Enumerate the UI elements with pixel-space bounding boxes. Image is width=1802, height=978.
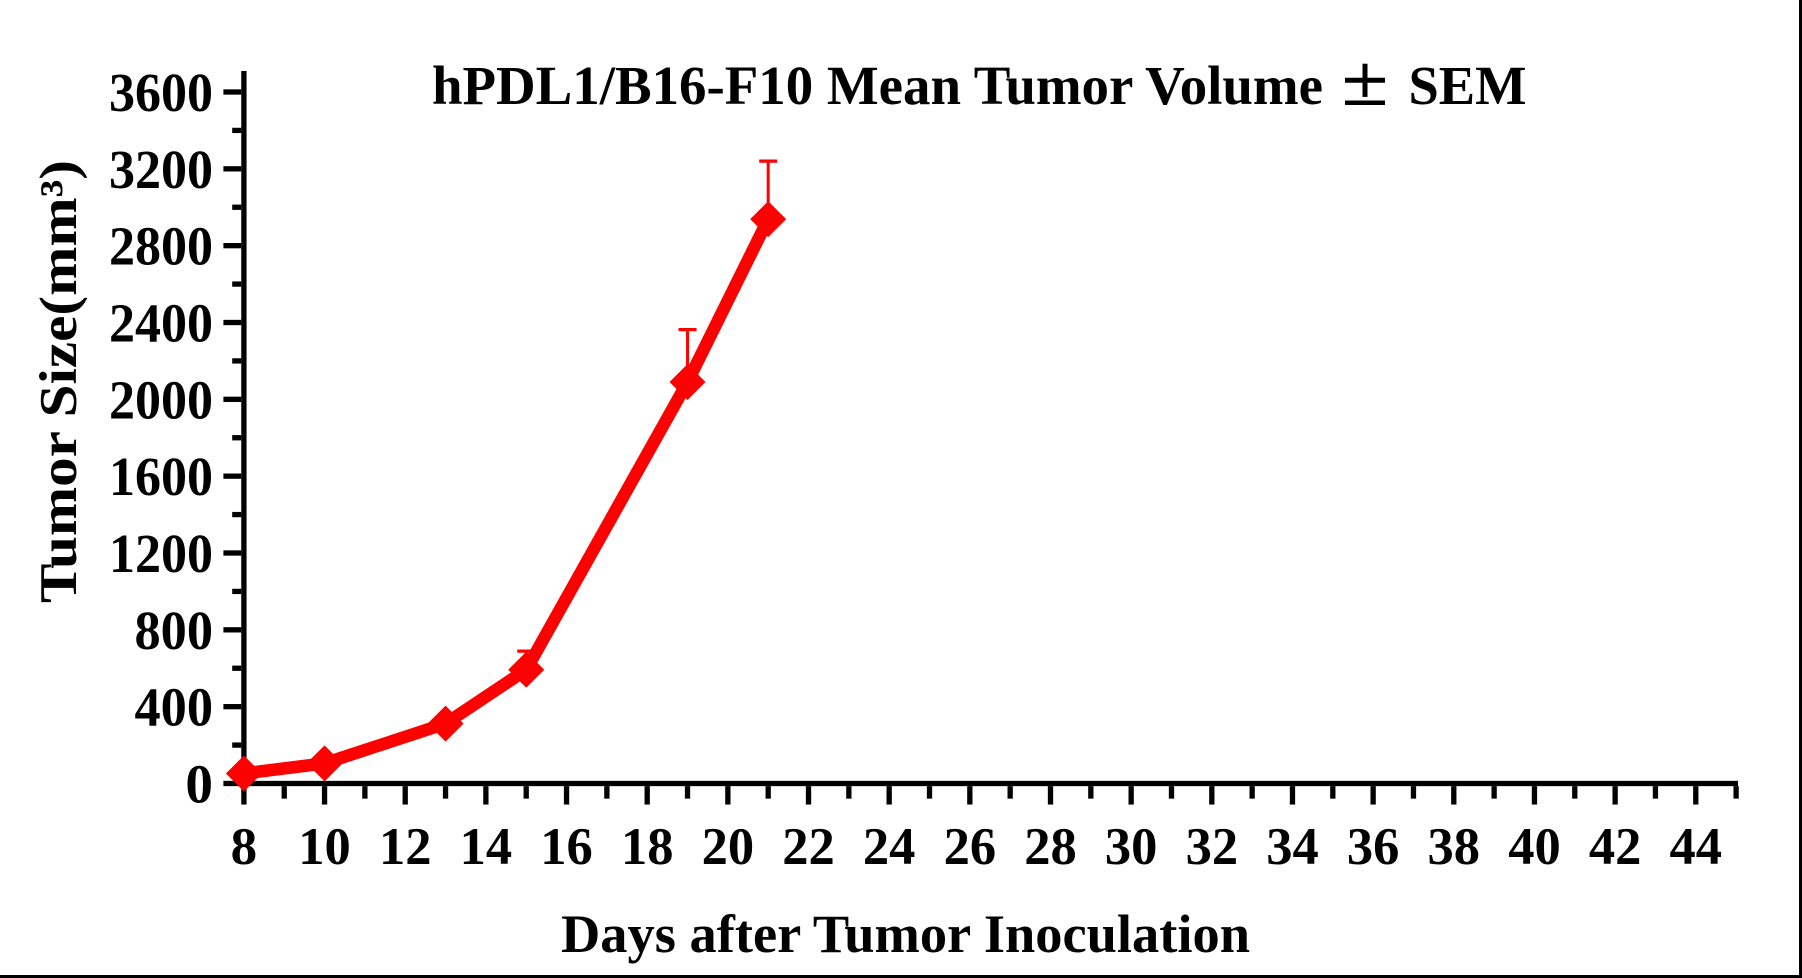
svg-text:34: 34 — [1266, 818, 1319, 876]
svg-text:28: 28 — [1024, 818, 1077, 876]
svg-text:18: 18 — [621, 818, 674, 876]
svg-text:1600: 1600 — [109, 446, 213, 507]
svg-text:0: 0 — [185, 753, 213, 814]
svg-text:12: 12 — [379, 818, 432, 876]
svg-text:36: 36 — [1347, 818, 1400, 876]
svg-text:2000: 2000 — [109, 369, 213, 430]
svg-text:Days after Tumor Inoculation: Days after Tumor Inoculation — [561, 904, 1250, 964]
svg-text:3200: 3200 — [109, 139, 213, 200]
svg-text:hPDL1/B16-F10 Mean Tumor Volum: hPDL1/B16-F10 Mean Tumor Volume — [432, 55, 1323, 116]
svg-text:14: 14 — [460, 818, 513, 876]
svg-text:10: 10 — [298, 818, 351, 876]
svg-text:40: 40 — [1508, 818, 1561, 876]
svg-text:30: 30 — [1105, 818, 1158, 876]
svg-text:32: 32 — [1186, 818, 1239, 876]
svg-text:2800: 2800 — [109, 216, 213, 277]
svg-text:Tumor Size(mm³): Tumor Size(mm³) — [30, 160, 88, 603]
svg-text:400: 400 — [135, 677, 214, 738]
svg-text:3600: 3600 — [109, 62, 213, 123]
svg-text:42: 42 — [1589, 818, 1642, 876]
svg-text:24: 24 — [863, 818, 916, 876]
svg-text:22: 22 — [782, 818, 835, 876]
svg-text:SEM: SEM — [1409, 55, 1527, 116]
svg-text:26: 26 — [944, 818, 997, 876]
svg-text:16: 16 — [540, 818, 593, 876]
svg-text:800: 800 — [135, 600, 214, 661]
svg-text:44: 44 — [1670, 818, 1723, 876]
svg-text:20: 20 — [702, 818, 755, 876]
svg-text:2400: 2400 — [109, 292, 213, 353]
svg-text:38: 38 — [1428, 818, 1481, 876]
svg-text:1200: 1200 — [109, 523, 213, 584]
svg-text:8: 8 — [231, 818, 258, 876]
